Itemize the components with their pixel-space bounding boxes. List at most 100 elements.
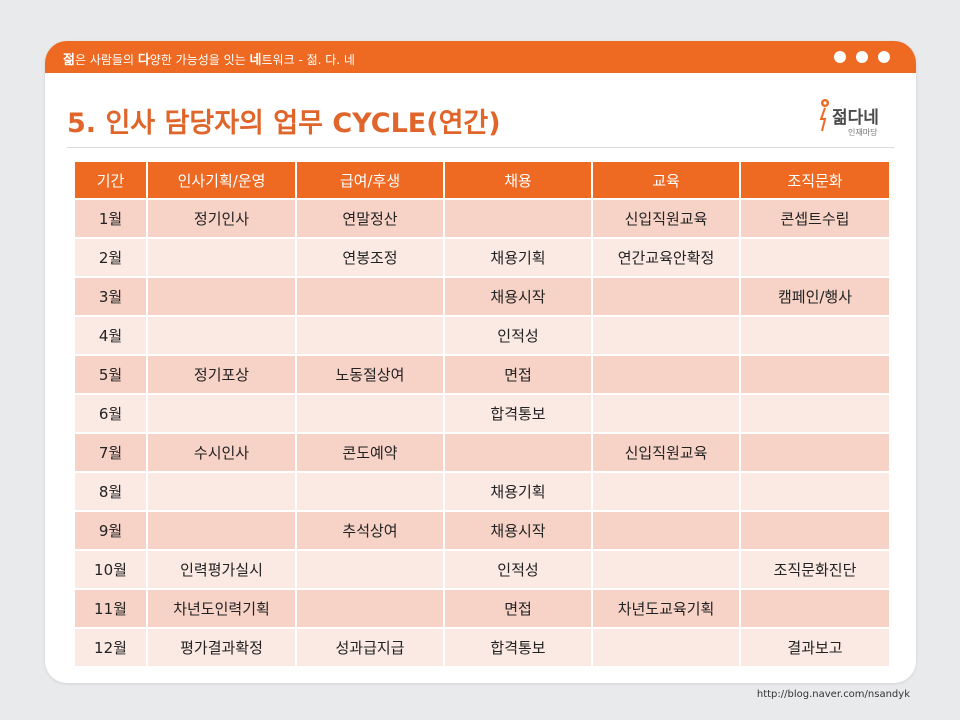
cell-hr-planning: 차년도인력기획 — [148, 590, 297, 629]
cell-culture — [741, 395, 889, 434]
cell-hr-planning: 인력평가실시 — [148, 551, 297, 590]
table-row: 2월 연봉조정 채용기획 연간교육안확정 — [75, 239, 889, 278]
cell-culture: 조직문화진단 — [741, 551, 889, 590]
cell-payroll: 콘도예약 — [297, 434, 445, 473]
cell-culture — [741, 473, 889, 512]
cell-recruiting — [445, 434, 593, 473]
table-row: 4월 인적성 — [75, 317, 889, 356]
cell-month: 8월 — [75, 473, 148, 512]
cell-payroll: 추석상여 — [297, 512, 445, 551]
cell-month: 6월 — [75, 395, 148, 434]
table-header-row: 기간 인사기획/운영 급여/후생 채용 교육 조직문화 — [75, 162, 889, 200]
cell-month: 10월 — [75, 551, 148, 590]
cell-training — [593, 317, 741, 356]
column-header-period: 기간 — [75, 162, 148, 200]
cell-culture: 캠페인/행사 — [741, 278, 889, 317]
cell-training — [593, 356, 741, 395]
table-row: 6월 합격통보 — [75, 395, 889, 434]
brand-logo: 젊다네 인재마당 — [818, 97, 888, 143]
cell-month: 12월 — [75, 629, 148, 668]
table-row: 3월 채용시작 캠페인/행사 — [75, 278, 889, 317]
column-header-training: 교육 — [593, 162, 741, 200]
cell-hr-planning — [148, 317, 297, 356]
column-header-hr-planning: 인사기획/운영 — [148, 162, 297, 200]
column-header-payroll: 급여/후생 — [297, 162, 445, 200]
cell-hr-planning — [148, 239, 297, 278]
cell-recruiting: 채용시작 — [445, 512, 593, 551]
cell-payroll: 연봉조정 — [297, 239, 445, 278]
dot-icon — [878, 51, 890, 63]
cell-recruiting: 채용시작 — [445, 278, 593, 317]
tagline-emphasis-2: 다 — [137, 53, 150, 68]
cell-hr-planning — [148, 395, 297, 434]
cell-recruiting: 합격통보 — [445, 629, 593, 668]
page-title: 5. 인사 담당자의 업무 CYCLE(연간) — [67, 108, 501, 139]
cell-training: 신입직원교육 — [593, 200, 741, 239]
cell-payroll — [297, 590, 445, 629]
cell-recruiting: 면접 — [445, 356, 593, 395]
table-row: 10월 인력평가실시 인적성 조직문화진단 — [75, 551, 889, 590]
tagline-emphasis-1: 젊 — [63, 53, 75, 68]
cell-month: 1월 — [75, 200, 148, 239]
cell-recruiting: 면접 — [445, 590, 593, 629]
tagline-text-2: 양한 가능성을 잇는 — [149, 53, 250, 67]
cell-recruiting: 인적성 — [445, 551, 593, 590]
cell-culture — [741, 434, 889, 473]
cell-month: 7월 — [75, 434, 148, 473]
cell-payroll — [297, 551, 445, 590]
cell-month: 9월 — [75, 512, 148, 551]
logo-text: 젊다네 — [832, 108, 879, 128]
cell-training: 차년도교육기획 — [593, 590, 741, 629]
cell-payroll: 연말정산 — [297, 200, 445, 239]
cell-payroll — [297, 473, 445, 512]
top-bar: 젊은 사람들의 다양한 가능성을 잇는 네트워크 - 젊. 다. 네 — [45, 41, 916, 73]
cell-culture — [741, 512, 889, 551]
column-header-recruiting: 채용 — [445, 162, 593, 200]
cell-hr-planning: 정기포상 — [148, 356, 297, 395]
cell-month: 11월 — [75, 590, 148, 629]
cell-payroll: 노동절상여 — [297, 356, 445, 395]
source-url: http://blog.naver.com/nsandyk — [756, 689, 910, 700]
cell-hr-planning: 수시인사 — [148, 434, 297, 473]
cell-recruiting — [445, 200, 593, 239]
cell-payroll — [297, 317, 445, 356]
cell-training: 신입직원교육 — [593, 434, 741, 473]
cell-recruiting: 채용기획 — [445, 473, 593, 512]
column-header-culture: 조직문화 — [741, 162, 889, 200]
dot-icon — [834, 51, 846, 63]
tagline: 젊은 사람들의 다양한 가능성을 잇는 네트워크 - 젊. 다. 네 — [63, 49, 355, 68]
cell-month: 2월 — [75, 239, 148, 278]
table-row: 11월 차년도인력기획 면접 차년도교육기획 — [75, 590, 889, 629]
table-row: 7월 수시인사 콘도예약 신입직원교육 — [75, 434, 889, 473]
cell-hr-planning — [148, 473, 297, 512]
cell-culture — [741, 239, 889, 278]
cell-payroll: 성과급지급 — [297, 629, 445, 668]
logo-subtext: 인재마당 — [848, 128, 878, 137]
table-row: 9월 추석상여 채용시작 — [75, 512, 889, 551]
cell-hr-planning: 정기인사 — [148, 200, 297, 239]
tagline-emphasis-3: 네 — [249, 53, 262, 68]
cell-training — [593, 512, 741, 551]
cell-culture: 결과보고 — [741, 629, 889, 668]
cell-hr-planning — [148, 512, 297, 551]
cell-culture: 콘셉트수립 — [741, 200, 889, 239]
table-body: 1월 정기인사 연말정산 신입직원교육 콘셉트수립 2월 연봉조정 채용기획 연간교육안확정 3월… — [75, 200, 889, 668]
table-row: 8월 채용기획 — [75, 473, 889, 512]
table-row: 5월 정기포상 노동절상여 면접 — [75, 356, 889, 395]
pin-icon — [819, 99, 829, 132]
cell-payroll — [297, 395, 445, 434]
cell-training — [593, 551, 741, 590]
cell-month: 3월 — [75, 278, 148, 317]
title-divider — [67, 147, 894, 148]
window-dots — [834, 51, 890, 63]
cell-training — [593, 395, 741, 434]
cell-hr-planning — [148, 278, 297, 317]
cell-recruiting: 인적성 — [445, 317, 593, 356]
cell-culture — [741, 590, 889, 629]
cell-culture — [741, 317, 889, 356]
cell-month: 4월 — [75, 317, 148, 356]
cell-training — [593, 629, 741, 668]
cell-month: 5월 — [75, 356, 148, 395]
cell-recruiting: 채용기획 — [445, 239, 593, 278]
